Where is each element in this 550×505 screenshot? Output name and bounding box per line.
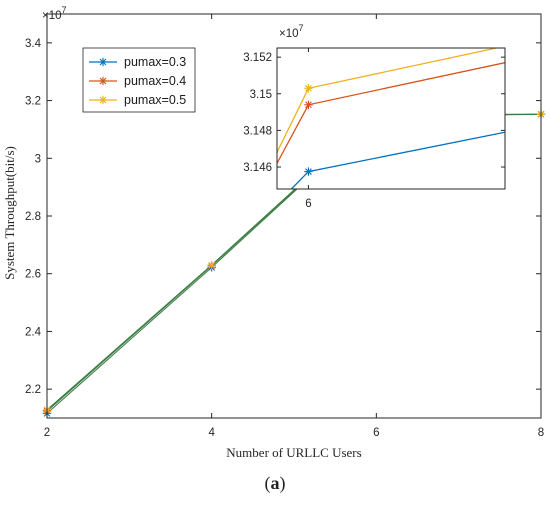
x-axis-label: Number of URLLC Users (226, 445, 361, 460)
legend-entry: pumax=0.4 (89, 74, 186, 88)
inset-data-point-pumax=0.5 (304, 84, 313, 93)
inset-plot-lines (277, 48, 505, 189)
inset-x-tick-label: 6 (305, 198, 311, 210)
main-x-ticks: 2 4 6 8 (44, 14, 544, 439)
inset-y-tick-label: 3.146 (243, 162, 272, 174)
inset-y-tick-label: 3.152 (243, 52, 272, 64)
x-tick-label: 8 (538, 427, 544, 439)
y-tick-label: 3 (35, 153, 41, 165)
legend-label: pumax=0.4 (124, 74, 186, 88)
inset-y-tick-label: 3.15 (250, 89, 272, 101)
inset-x-ticks: 6 (305, 48, 312, 210)
inset-data-point-pumax=0.4 (304, 100, 313, 109)
legend-entry: pumax=0.3 (89, 55, 186, 69)
inset-y-multiplier: ×107 (279, 23, 304, 40)
legend-label: pumax=0.5 (124, 93, 186, 107)
inset-frame (276, 47, 506, 190)
x-tick-label: 6 (373, 427, 379, 439)
inset-background (277, 48, 505, 189)
inset-plot: 6 3.146 3.148 3.15 3.152 ×107 (243, 23, 506, 210)
y-tick-label: 3.2 (25, 96, 41, 108)
legend-marker (98, 95, 108, 105)
y-tick-label: 2.8 (25, 211, 41, 223)
legend-entry: pumax=0.5 (89, 93, 186, 107)
y-tick-label: 2.4 (25, 326, 42, 338)
y-tick-label: 2.6 (25, 269, 41, 281)
inset-data-point-pumax=0.3 (304, 167, 313, 176)
y-axis-label: System Throughput(bit/s) (2, 146, 17, 280)
figure-caption: (a) (264, 473, 286, 493)
legend-items: pumax=0.3 pumax=0.4 pumax=0.5 (89, 55, 186, 107)
data-point-pumax=0.5 (207, 260, 216, 270)
y-tick-label: 3.4 (25, 38, 42, 50)
main-y-ticks: 2.2 2.4 2.6 2.8 3 3.2 3.4 (25, 38, 541, 396)
legend-marker (98, 57, 108, 67)
x-tick-label: 2 (44, 427, 50, 439)
legend-marker (98, 76, 108, 86)
y-tick-label: 2.2 (25, 384, 41, 396)
main-y-multiplier: ×107 (42, 5, 67, 22)
inset-y-tick-label: 3.148 (243, 125, 272, 137)
inset-y-ticks: 3.146 3.148 3.15 3.152 (243, 52, 505, 174)
x-tick-label: 4 (208, 427, 215, 439)
legend-label: pumax=0.3 (124, 55, 186, 69)
legend: pumax=0.3 pumax=0.4 pumax=0.5 (82, 47, 196, 113)
